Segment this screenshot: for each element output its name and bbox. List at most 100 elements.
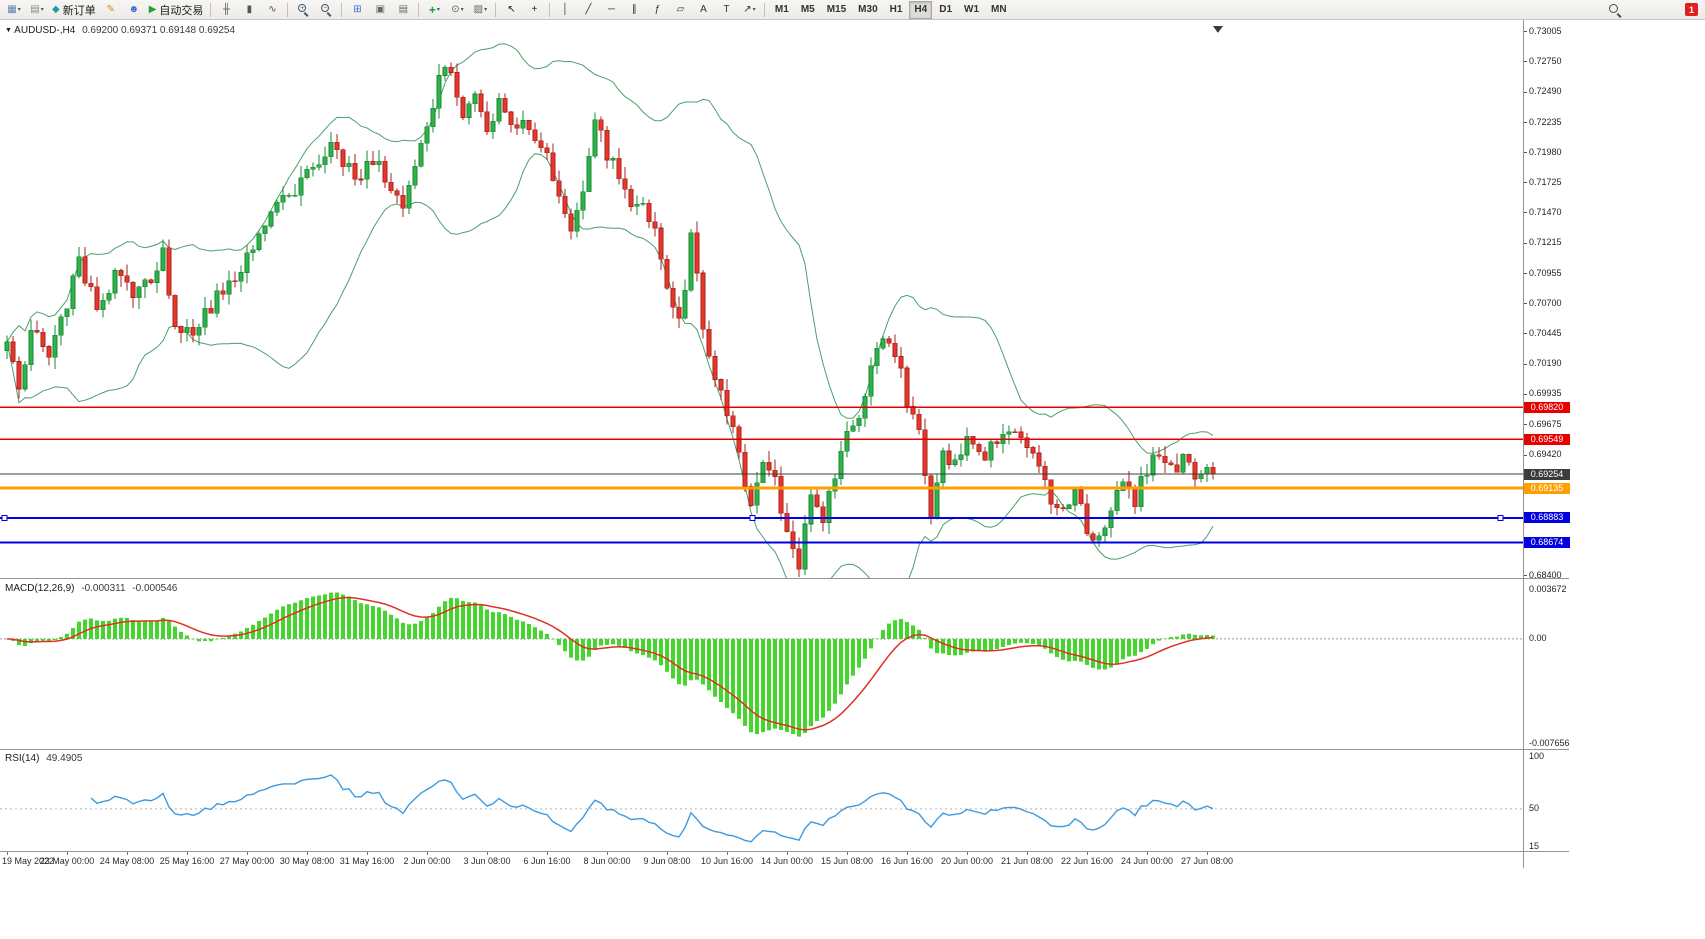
trend-line-icon: ╱ <box>585 3 592 15</box>
timeframe-m1-button[interactable]: M1 <box>774 4 789 15</box>
x-axis-tick <box>247 852 248 855</box>
x-axis-label: 27 Jun 08:00 <box>1180 856 1234 866</box>
crosshair-button[interactable]: + <box>523 0 545 19</box>
symbol-info-label: ▼ AUDUSD-,H4 0.69200 0.69371 0.69148 0.6… <box>5 25 235 36</box>
symbol-timeframe: AUDUSD-,H4 <box>14 25 76 36</box>
horizontal-line-icon: ─ <box>607 3 615 15</box>
shapes-button[interactable]: ▱ <box>669 0 691 19</box>
toolbar-separator <box>210 2 212 17</box>
timeframe-mn-button[interactable]: MN <box>991 4 1007 15</box>
search-icon[interactable] <box>1608 3 1622 17</box>
price-line-badge[interactable]: 0.69820 <box>1524 401 1570 413</box>
price-line-badge[interactable]: 0.69135 <box>1524 482 1570 494</box>
cascade-windows-button[interactable]: ▣ <box>369 0 391 19</box>
price-scale[interactable]: 0.73005 0.72750 0.72490 0.72235 0.71980 0.717… <box>1524 0 1572 868</box>
cascade-windows-icon: ▣ <box>375 3 386 15</box>
equidistant-channel-icon: ∥ <box>631 3 637 15</box>
y-axis-label: 0.72750 <box>1529 55 1562 66</box>
y-axis-tick <box>1524 575 1527 576</box>
templates-button[interactable]: ▨ ▾ <box>469 0 491 19</box>
trend-line-button[interactable]: ╱ <box>577 0 599 19</box>
rsi-indicator-label: RSI(14) 49.4905 <box>5 753 83 764</box>
y-axis-tick <box>1524 363 1527 365</box>
zoom-out-button[interactable]: − <box>315 0 337 19</box>
rsi-scale-label: 15 <box>1529 840 1540 851</box>
y-axis-label: 0.71980 <box>1529 146 1562 157</box>
symbol-dropdown-icon[interactable]: ▼ <box>5 27 12 34</box>
price-chart[interactable] <box>0 20 1523 578</box>
y-axis-label: 0.71725 <box>1529 176 1562 187</box>
caret-down-icon: ▾ <box>460 7 464 13</box>
horizontal-line-button[interactable]: ─ <box>600 0 622 19</box>
caret-down-icon: ▾ <box>752 7 756 13</box>
chart-line-icon: ∿ <box>268 3 277 15</box>
arrows-button[interactable]: ↗ ▾ <box>738 0 760 19</box>
price-line-badge[interactable]: 0.68674 <box>1524 537 1570 549</box>
text-label-icon: T <box>723 3 730 15</box>
shapes-icon: ▱ <box>676 3 685 15</box>
timeframe-m5-button[interactable]: M5 <box>800 4 815 15</box>
panel-divider-macd[interactable] <box>0 578 1569 579</box>
price-line-badge[interactable]: 0.69254 <box>1524 468 1570 480</box>
timeframe-d1-button[interactable]: D1 <box>939 4 953 15</box>
crosshair-icon: + <box>531 3 538 15</box>
x-axis-label: 25 May 16:00 <box>159 856 215 866</box>
new-order-button[interactable]: ◆ 新订单 <box>49 0 99 19</box>
new-order-icon: ◆ <box>52 3 60 15</box>
timeframe-m30-button[interactable]: M30 <box>858 4 878 15</box>
tile-windows-button[interactable]: ⊞ <box>346 0 368 19</box>
metaeditor-button[interactable]: ✎ <box>100 0 122 19</box>
x-axis-tick <box>487 852 488 855</box>
community-button[interactable]: ☻ <box>123 0 145 19</box>
panel-divider-rsi[interactable] <box>0 749 1569 750</box>
chart-line-button[interactable]: ∿ <box>261 0 283 19</box>
timeframe-h1-button[interactable]: H1 <box>889 4 903 15</box>
x-axis-label: 31 May 16:00 <box>339 856 395 866</box>
indicators-button[interactable]: + ▾ <box>423 0 445 19</box>
x-axis-tick <box>727 852 728 855</box>
y-axis-label: 0.71215 <box>1529 237 1562 247</box>
x-axis-label: 24 May 08:00 <box>99 856 155 866</box>
chart-candlesticks-button[interactable]: ▮ <box>238 0 260 19</box>
periods-icon: ⊙ <box>451 3 460 15</box>
cursor-button[interactable]: ↖ <box>500 0 522 19</box>
algo-trading-button[interactable]: ▶ 自动交易 <box>146 0 207 19</box>
price-line-badge[interactable]: 0.68883 <box>1524 512 1570 524</box>
rsi-scale-label: 100 <box>1529 750 1545 761</box>
vertical-line-button[interactable]: │ <box>554 0 576 19</box>
timeframe-h4-button[interactable]: H4 <box>909 0 933 19</box>
new-chart-button[interactable]: ▦ ▾ <box>3 0 25 19</box>
x-axis-label: 14 Jun 00:00 <box>760 856 814 866</box>
x-axis-label: 21 Jun 08:00 <box>1000 856 1054 866</box>
notification-badge[interactable]: 1 <box>1685 3 1698 16</box>
time-axis[interactable]: 19 May 2022 23 May 00:00 24 May 08:00 25 Ma… <box>0 851 1523 868</box>
rsi-value: 49.4905 <box>46 753 83 764</box>
y-axis-label: 0.70445 <box>1529 327 1562 338</box>
toolbar-separator <box>764 2 766 17</box>
arrange-icons-button[interactable]: ▤ <box>392 0 414 19</box>
y-axis-label: 0.69420 <box>1529 449 1562 459</box>
periods-button[interactable]: ⊙ ▾ <box>446 0 468 19</box>
timeframe-w1-button[interactable]: W1 <box>964 4 980 15</box>
chart-bars-button[interactable]: ╫ <box>215 0 237 19</box>
x-axis-tick <box>847 852 848 855</box>
new-chart-icon: ▦ <box>7 3 17 15</box>
fibonacci-button[interactable]: ƒ <box>646 0 668 19</box>
macd-scale-label: 0.00 <box>1529 633 1547 644</box>
x-axis-tick <box>1027 852 1028 855</box>
text-label-button[interactable]: T <box>715 0 737 19</box>
toolbar-separator <box>287 2 289 17</box>
chart-shift-marker <box>1213 26 1223 33</box>
macd-chart[interactable] <box>0 579 1523 749</box>
macd-scale-label: 0.003672 <box>1529 583 1567 594</box>
zoom-in-button[interactable]: + <box>292 0 314 19</box>
equidistant-channel-button[interactable]: ∥ <box>623 0 645 19</box>
text-button[interactable]: A <box>692 0 714 19</box>
price-line-badge[interactable]: 0.69549 <box>1524 433 1570 445</box>
timeframe-m15-button[interactable]: M15 <box>826 4 847 15</box>
x-axis-label: 10 Jun 16:00 <box>700 856 754 866</box>
profiles-button[interactable]: ▤ ▾ <box>26 0 48 19</box>
rsi-chart[interactable] <box>0 750 1523 851</box>
x-axis-tick <box>67 852 68 855</box>
x-axis-label: 27 May 00:00 <box>219 856 275 866</box>
